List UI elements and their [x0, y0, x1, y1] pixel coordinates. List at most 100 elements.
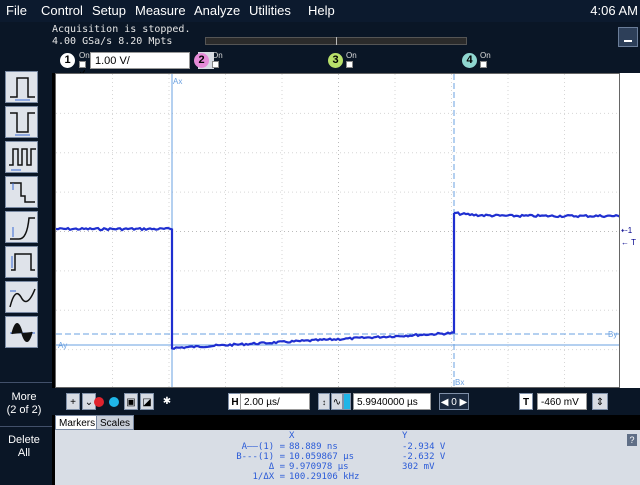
marker-box-button[interactable]: ▣ — [124, 393, 138, 410]
help-button[interactable]: ? — [627, 434, 637, 446]
marker-a-y: -2.934 V — [402, 442, 446, 452]
channel-2-on-checkbox[interactable] — [212, 61, 219, 68]
marker-b-y-label: By — [608, 330, 617, 339]
delay-field[interactable]: 5.9940000 µs — [353, 393, 431, 410]
timebase-field[interactable]: 2.00 µs/ — [240, 393, 310, 410]
setup-hold-trigger-button[interactable] — [5, 246, 38, 278]
marker-a-x: 88.889 ns — [289, 442, 338, 452]
zoom-position-stepper[interactable]: ◀ 0 ▶ — [439, 393, 469, 410]
marker-a-y-label: Ay — [58, 341, 67, 350]
menu-setup[interactable]: Setup — [92, 3, 126, 18]
waveform-display[interactable]: Ax Bx Ay By — [55, 73, 620, 388]
channel-1-on-checkbox[interactable] — [79, 61, 86, 75]
menu-measure[interactable]: Measure — [135, 3, 186, 18]
brightness-icon[interactable]: ✱ — [162, 396, 172, 407]
marker-y-header: Y — [402, 431, 408, 441]
delete-all-label-1: Delete — [8, 434, 40, 446]
negative-pulse-icon — [10, 112, 35, 136]
marker-delta-y: 302 mV — [402, 462, 435, 472]
timeout-trigger-button[interactable] — [5, 316, 38, 348]
marker-a-label: A——(1) = — [241, 442, 285, 452]
menu-help[interactable]: Help — [308, 3, 335, 18]
channel-1-button[interactable]: 1 — [60, 53, 75, 68]
glitch-trigger-button[interactable] — [5, 106, 38, 138]
display-right-margin — [620, 73, 640, 388]
window-trigger-button[interactable] — [5, 281, 38, 313]
sample-rate-memory: 4.00 GSa/s 8.20 Mpts — [52, 36, 173, 47]
pulse-range-icon — [11, 253, 35, 271]
channel-1-on-label: On — [79, 51, 90, 60]
runt-trigger-button[interactable] — [5, 176, 38, 208]
edge-trigger-button[interactable] — [5, 71, 38, 103]
channel-3-on-checkbox[interactable] — [346, 61, 353, 68]
marker-inverse-delta-label: 1/ΔX = — [252, 472, 285, 482]
marker-inverse-delta-x: 100.29106 kHz — [289, 472, 360, 482]
marker-delta-label: Δ = — [268, 462, 285, 472]
more-button-page: (2 of 2) — [6, 404, 42, 416]
delay-mode-button[interactable]: ↕ — [318, 393, 330, 410]
tab-scales[interactable]: Scales — [96, 415, 135, 430]
marker-b-label: B---(1) = — [236, 452, 285, 462]
channel-4-button[interactable]: 4 — [462, 53, 477, 68]
menu-file[interactable]: File — [6, 3, 27, 18]
channel-4-on-checkbox[interactable] — [480, 61, 487, 68]
zoom-position-value: 0 — [451, 397, 457, 408]
menu-utilities[interactable]: Utilities — [249, 3, 291, 18]
channel-2-on-label: On — [212, 51, 223, 60]
marker-x-header: X — [289, 431, 295, 441]
marker-b-y: -2.632 V — [402, 452, 446, 462]
marker-panel: X Y A——(1) = 88.889 ns -2.934 V B---(1) … — [55, 430, 640, 485]
trigger-level-label: T — [631, 238, 636, 247]
trigger-level-stepper[interactable]: ⇕ — [592, 393, 608, 410]
sine-wave-icon — [10, 323, 35, 342]
trigger-toolbar: More (2 of 2) Delete All — [0, 49, 52, 485]
red-marker-dot[interactable] — [94, 397, 104, 407]
channel-1-ground-marker: ⇠1 — [621, 226, 633, 235]
acquisition-status: Acquisition is stopped. — [52, 24, 191, 35]
minimize-button[interactable] — [618, 27, 638, 47]
marker-b-x-label: Bx — [455, 378, 464, 387]
memory-bar — [205, 37, 467, 45]
channel-bar: 1 On 1.00 V/ ≈ 2 On 3 On 4 On — [52, 49, 640, 75]
more-button[interactable]: More (2 of 2) — [2, 386, 46, 424]
marker-delta-x: 9.970978 µs — [289, 462, 349, 472]
cyan-marker-dot[interactable] — [109, 397, 119, 407]
position-indicator — [343, 393, 351, 410]
pulse-train-icon — [9, 148, 36, 171]
tab-markers[interactable]: Markers — [55, 415, 100, 430]
pattern-trigger-button[interactable] — [5, 141, 38, 173]
trigger-level-field[interactable]: -460 mV — [537, 393, 587, 410]
reference-wave-button[interactable]: ∿ — [331, 393, 343, 410]
graticule-grid: Ax Bx Ay By — [56, 74, 619, 387]
delete-all-button[interactable]: Delete All — [2, 429, 46, 467]
more-button-label: More — [11, 391, 37, 403]
channel-1-scale-field[interactable]: 1.00 V/ — [90, 52, 190, 69]
marker-a-x-label: Ax — [173, 77, 182, 86]
runt-pulse-icon — [10, 182, 35, 203]
rising-edge-icon — [10, 217, 35, 240]
trigger-label: T — [519, 393, 533, 410]
sidebar-divider — [0, 382, 52, 383]
transition-trigger-button[interactable] — [5, 211, 38, 243]
marker-b-x: 10.059867 µs — [289, 452, 355, 462]
channel-1-ground-label: 1 — [627, 226, 633, 235]
menu-bar: File Control Setup Measure Analyze Utili… — [0, 0, 640, 22]
window-signal-icon — [9, 288, 36, 308]
pulse-width-icon — [10, 77, 35, 101]
stepper-up-button[interactable]: + — [66, 393, 80, 410]
channel-1-waveform — [56, 211, 619, 350]
delete-all-label-2: All — [17, 447, 31, 459]
channel-2-button[interactable]: 2 — [194, 53, 209, 68]
channel-3-on-label: On — [346, 51, 357, 60]
channel-4-on-label: On — [480, 51, 491, 60]
menu-analyze[interactable]: Analyze — [194, 3, 241, 18]
sidebar-divider — [0, 426, 52, 427]
clock: 4:06 AM — [590, 3, 638, 18]
save-icon-button[interactable]: ◪ — [140, 393, 154, 410]
memory-window-marker — [336, 37, 337, 45]
control-bar: + ⌄ ▣ ◪ ✱ H 2.00 µs/ ↕ ∿ 5.9940000 µs ◀ … — [52, 388, 640, 415]
channel-3-button[interactable]: 3 — [328, 53, 343, 68]
trigger-level-marker: ← T — [621, 238, 636, 247]
menu-control[interactable]: Control — [41, 3, 83, 18]
stepper-down-button[interactable]: ⌄ — [82, 393, 96, 410]
